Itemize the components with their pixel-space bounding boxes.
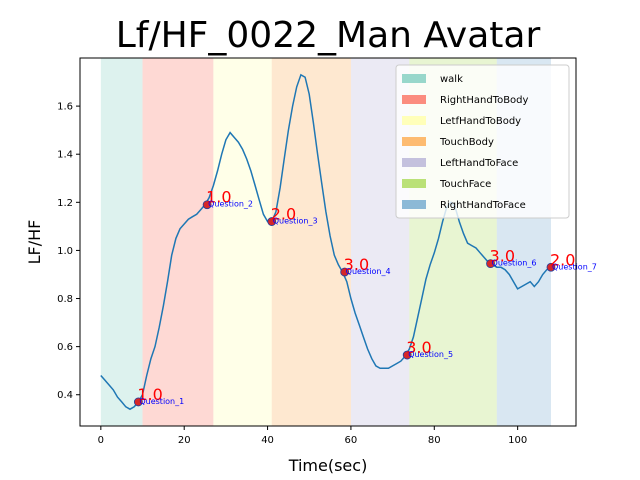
question-point: [133, 397, 143, 407]
series-lines: [100, 73, 552, 411]
question-score: 3.0: [490, 247, 515, 266]
y-tick-label: 1.0: [57, 246, 73, 257]
x-axis-label: Time(sec): [288, 456, 368, 475]
question-score: 1.0: [206, 188, 231, 207]
chart-title: Lf/HF_0022_Man Avatar: [116, 15, 541, 56]
legend-swatch: [402, 200, 426, 209]
question-point: [202, 200, 212, 210]
question-point: [546, 262, 556, 272]
legend-label: LeftHandToFace: [440, 158, 518, 169]
question-label: Question_4: [346, 267, 391, 276]
legend-swatch: [402, 158, 426, 167]
y-tick-label: 1.6: [57, 102, 73, 113]
axis-ticks: 0 20 40 60 80 100 0.4 0.6 0.8 1.0 1.2 1.4 1.6: [57, 102, 527, 446]
y-tick-label: 0.8: [57, 294, 73, 305]
x-tick-label: 20: [178, 435, 191, 446]
question-score: 2.0: [271, 205, 296, 224]
question-score: 1.0: [137, 385, 162, 404]
y-tick-label: 1.4: [57, 150, 73, 161]
question-score: 3.0: [344, 255, 369, 274]
question-label: Question_2: [208, 200, 253, 209]
question-label: Question_6: [492, 259, 537, 268]
band-walk: [100, 58, 143, 426]
y-tick-label: 1.2: [57, 198, 73, 209]
lf-hf-line: [100, 73, 552, 411]
question-markers: 1.0Question_11.0Question_22.0Question_33…: [133, 188, 597, 407]
y-tick-label: 0.6: [57, 342, 73, 353]
x-tick-label: 100: [508, 435, 527, 446]
x-tick-label: 40: [261, 435, 274, 446]
band-touchbody: [271, 58, 351, 426]
band-letfhandtobody: [213, 58, 272, 426]
x-tick-label: 0: [98, 435, 104, 446]
legend-label: RightHandToBody: [440, 95, 529, 106]
question-point: [267, 217, 277, 226]
question-point: [402, 350, 412, 360]
legend-swatch: [402, 116, 426, 125]
legend-frame: [395, 64, 570, 219]
legend-label: LetfHandToBody: [440, 116, 521, 127]
plot-frame: [79, 57, 577, 427]
legend-swatch: [402, 137, 426, 146]
question-label: Question_3: [273, 217, 318, 226]
x-tick-label: 60: [345, 435, 358, 446]
question-point: [486, 259, 495, 269]
y-tick-label: 0.4: [57, 390, 73, 401]
y-axis-label: LF/HF: [25, 220, 44, 265]
legend-label: RightHandToFace: [440, 200, 526, 211]
legend-label: walk: [440, 74, 463, 85]
question-label: Question_7: [552, 262, 597, 271]
question-point: [340, 267, 350, 277]
band-righthandtobody: [142, 58, 214, 426]
question-score: 3.0: [406, 338, 431, 357]
question-label: Question_1: [139, 397, 184, 406]
legend: walk RightHandToBody LetfHandToBody TouchBo…: [395, 64, 570, 219]
activity-bands: [100, 58, 551, 426]
legend-label: TouchFace: [439, 179, 491, 190]
legend-swatch: [402, 179, 426, 188]
legend-label: TouchBody: [439, 137, 494, 148]
x-tick-label: 80: [428, 435, 441, 446]
legend-swatch: [402, 74, 426, 83]
legend-swatch: [402, 95, 426, 104]
question-label: Question_5: [408, 350, 453, 359]
question-score: 2.0: [550, 250, 575, 269]
